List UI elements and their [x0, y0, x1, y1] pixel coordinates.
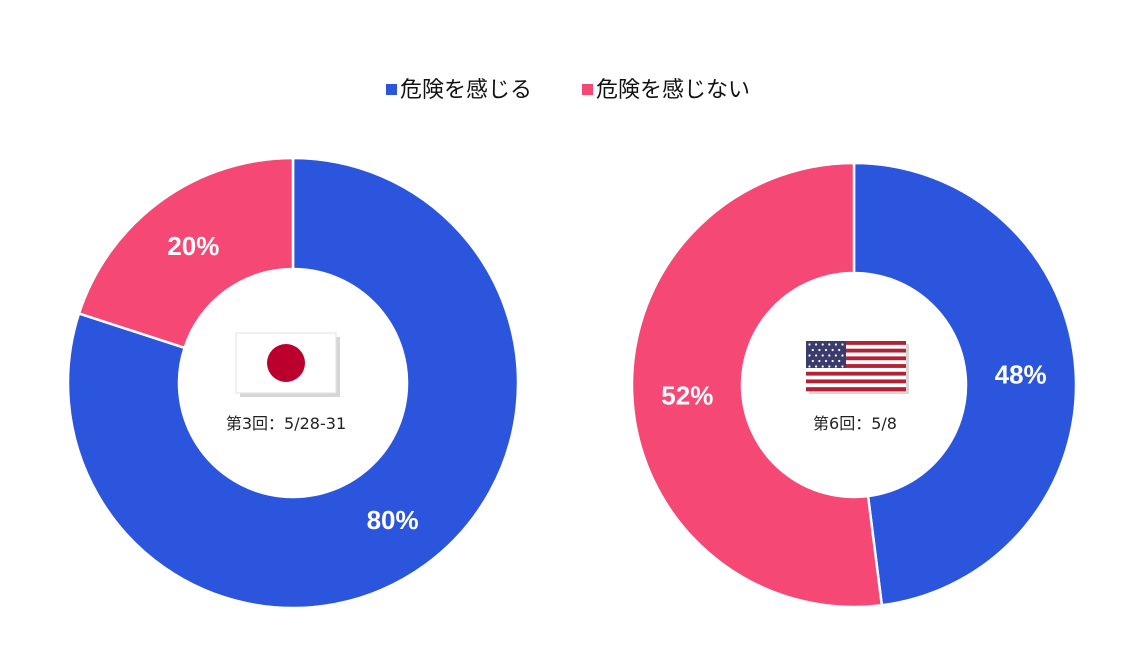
donut-chart-usa: 48% 52%	[630, 161, 1078, 609]
slice-danger-japan	[66, 156, 520, 610]
japan-flag-icon	[235, 332, 340, 397]
usa-flag-icon	[806, 341, 909, 394]
slice-no-danger-japan	[77, 156, 295, 350]
caption-japan: 第3回：5/28-31	[226, 414, 346, 433]
slice-label-danger-usa: 48%	[995, 360, 1047, 390]
slice-no-danger-usa	[630, 161, 884, 609]
legend: 危険を感じる 危険を感じない	[0, 72, 1136, 104]
legend-label-danger: 危険を感じる	[399, 78, 532, 103]
legend-item-no-danger: 危険を感じない	[582, 72, 750, 104]
legend-swatch-danger	[385, 83, 397, 95]
slice-danger-usa	[852, 161, 1078, 607]
legend-label-no-danger: 危険を感じない	[596, 78, 751, 103]
legend-item-danger: 危険を感じる	[385, 72, 532, 104]
donut-chart-japan: 80% 20%	[66, 156, 520, 610]
slice-label-no-danger-japan: 20%	[167, 231, 219, 261]
slice-label-no-danger-usa: 52%	[661, 380, 713, 410]
slice-label-danger-japan: 80%	[367, 505, 419, 535]
caption-usa: 第6回：5/8	[813, 414, 897, 433]
legend-swatch-no-danger	[582, 83, 593, 95]
